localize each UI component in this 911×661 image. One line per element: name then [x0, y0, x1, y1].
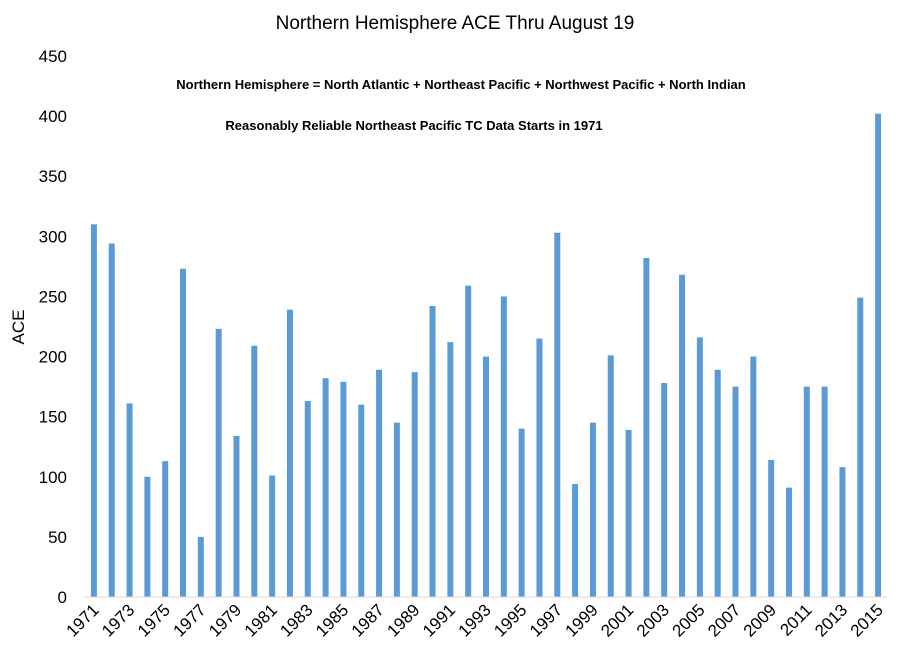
- bar-1984: [322, 378, 329, 597]
- bar-1988: [393, 422, 400, 597]
- bar-2003: [661, 383, 668, 597]
- bar-1992: [465, 285, 472, 597]
- bar-1985: [340, 381, 347, 597]
- x-tick-label: 1991: [419, 600, 459, 640]
- x-tick-label: 1995: [490, 600, 530, 640]
- bar-2005: [696, 337, 703, 597]
- x-tick-label: 1979: [205, 600, 245, 640]
- bar-2009: [768, 459, 775, 597]
- y-tick-label: 450: [39, 47, 67, 66]
- y-tick-label: 150: [39, 408, 67, 427]
- bar-1983: [304, 401, 311, 597]
- x-tick-label: 1977: [169, 600, 209, 640]
- chart-title: Northern Hemisphere ACE Thru August 19: [276, 13, 635, 34]
- y-tick-label: 350: [39, 167, 67, 186]
- bar-2006: [714, 369, 721, 597]
- bar-1980: [251, 345, 258, 597]
- bar-2015: [875, 113, 882, 598]
- bar-1977: [197, 536, 204, 597]
- bar-1978: [215, 328, 222, 597]
- y-tick-label: 100: [39, 468, 67, 487]
- bars: [90, 113, 882, 598]
- bar-1986: [358, 404, 365, 597]
- x-tick-label: 2009: [740, 600, 780, 640]
- x-tick-label: 2005: [669, 600, 709, 640]
- x-tick-label: 2013: [811, 600, 851, 640]
- x-tick-label: 1987: [348, 600, 388, 640]
- annotation-data-reliability: Reasonably Reliable Northeast Pacific TC…: [225, 118, 602, 133]
- x-tick-label: 1999: [562, 600, 602, 640]
- bar-1998: [572, 483, 579, 597]
- bar-2004: [679, 274, 686, 597]
- bar-1976: [180, 268, 187, 597]
- bar-1972: [108, 243, 115, 598]
- bar-1974: [144, 476, 151, 597]
- x-tick-label: 1989: [383, 600, 423, 640]
- bar-1997: [554, 232, 561, 598]
- bar-1996: [536, 338, 543, 597]
- bar-2014: [857, 297, 864, 597]
- x-tick-label: 1981: [241, 600, 281, 640]
- x-tick-label: 2011: [776, 600, 815, 639]
- bar-2013: [839, 467, 846, 597]
- x-tick-label: 2015: [847, 600, 887, 640]
- y-tick-label: 0: [58, 588, 67, 607]
- bar-2007: [732, 386, 739, 597]
- bar-2010: [785, 487, 792, 597]
- bar-2000: [607, 355, 614, 597]
- x-tick-label: 2007: [704, 600, 744, 640]
- x-tick-label: 1985: [312, 600, 352, 640]
- x-tick-label: 2003: [633, 600, 673, 640]
- bar-1973: [126, 403, 133, 597]
- bar-1990: [429, 306, 436, 597]
- y-tick-label: 400: [39, 107, 67, 126]
- x-tick-label: 1983: [276, 600, 316, 640]
- x-tick-label: 1997: [526, 600, 566, 640]
- y-axis-ticks: 0 50 100 150 200 250 300 350 400 450: [39, 47, 67, 607]
- bar-1994: [500, 296, 507, 597]
- bar-2012: [821, 386, 828, 597]
- y-axis-label: ACE: [9, 310, 28, 345]
- bar-1999: [589, 422, 596, 597]
- x-axis-ticks: 1971197319751977197919811983198519871989…: [63, 600, 887, 640]
- annotation-hemisphere-definition: Northern Hemisphere = North Atlantic + N…: [176, 77, 746, 92]
- bar-1981: [269, 475, 276, 597]
- bar-2002: [643, 257, 650, 597]
- bar-1987: [376, 369, 383, 597]
- x-tick-label: 1975: [134, 600, 174, 640]
- bar-1971: [90, 224, 97, 597]
- y-tick-label: 250: [39, 287, 67, 306]
- x-tick-label: 1973: [98, 600, 138, 640]
- y-tick-label: 300: [39, 227, 67, 246]
- bar-1995: [518, 428, 525, 597]
- x-tick-label: 1993: [455, 600, 495, 640]
- y-tick-label: 200: [39, 348, 67, 367]
- bar-1991: [447, 342, 454, 597]
- bar-2011: [803, 386, 810, 597]
- bar-1975: [162, 461, 169, 597]
- bar-2001: [625, 429, 632, 597]
- bar-1982: [286, 309, 293, 597]
- bar-1979: [233, 435, 240, 597]
- bar-1989: [411, 372, 418, 597]
- bar-1993: [483, 356, 489, 597]
- bar-2008: [750, 356, 757, 597]
- x-tick-label: 2001: [597, 600, 637, 640]
- x-tick-label: 1971: [63, 600, 103, 640]
- y-tick-label: 50: [48, 528, 67, 547]
